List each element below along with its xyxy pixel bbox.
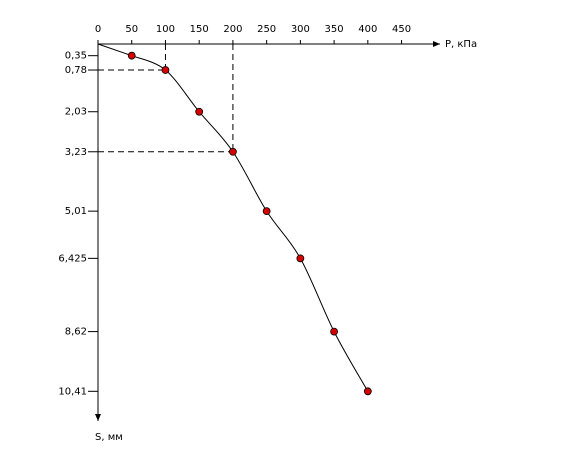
x-tick-label: 250 [257, 24, 276, 35]
data-point [363, 387, 372, 396]
y-axis-arrow [95, 414, 101, 421]
x-tick-label: 50 [125, 24, 138, 35]
data-point [229, 147, 237, 156]
y-tick-label: 6,425 [58, 253, 87, 264]
curve-start [97, 43, 132, 57]
curve [131, 55, 369, 392]
data-point [296, 254, 305, 263]
x-tick-label: 400 [358, 24, 377, 35]
x-tick-label: 300 [291, 24, 310, 35]
data-point [262, 207, 271, 216]
y-axis-label: S, мм [95, 432, 123, 443]
y-tick-label: 8,62 [65, 327, 87, 338]
x-tick-label: 350 [325, 24, 344, 35]
y-tick-label: 0,78 [65, 65, 87, 76]
data-point [161, 66, 170, 74]
x-tick-label: 200 [223, 24, 242, 35]
x-tick-label: 100 [156, 24, 175, 35]
data-point [195, 107, 204, 116]
y-tick-label: 5,01 [65, 206, 87, 217]
y-tick-label: 2,03 [65, 107, 87, 118]
x-tick-label: 450 [392, 24, 411, 35]
x-axis-arrow [433, 41, 440, 47]
y-tick-label: 10,41 [58, 386, 87, 397]
x-axis-label: P, кПа [445, 39, 477, 50]
data-point [330, 327, 338, 336]
y-tick-label: 0,35 [65, 51, 87, 62]
data-point [127, 51, 136, 60]
y-tick-label: 3,23 [65, 147, 87, 158]
x-tick-label: 0 [95, 24, 101, 35]
x-tick-label: 150 [190, 24, 209, 35]
